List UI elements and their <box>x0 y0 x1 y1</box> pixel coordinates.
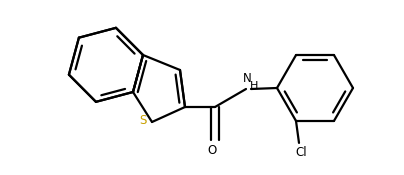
Text: Cl: Cl <box>295 146 307 159</box>
Text: H: H <box>250 81 258 91</box>
Text: N: N <box>243 72 251 85</box>
Text: O: O <box>207 144 217 156</box>
Text: S: S <box>139 114 147 127</box>
